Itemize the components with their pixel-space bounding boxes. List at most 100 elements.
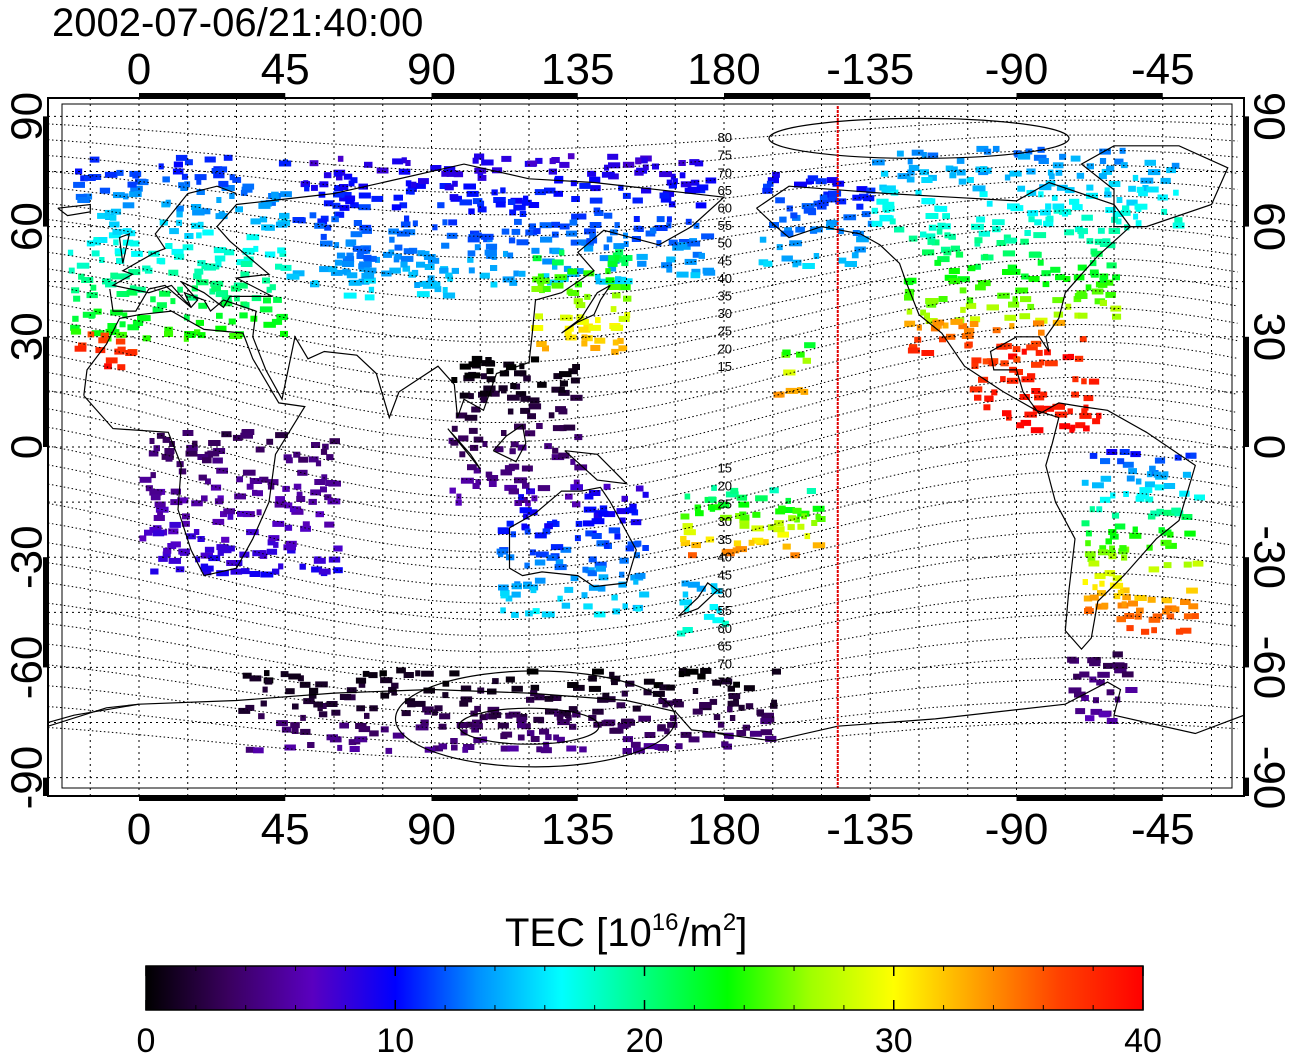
tec-cell (221, 295, 232, 302)
tec-cell (604, 164, 610, 171)
tec-cell (785, 497, 791, 504)
tec-cell (487, 475, 499, 481)
tec-cell (894, 226, 905, 233)
tec-cell (636, 253, 648, 260)
tec-cell (1017, 185, 1026, 192)
tec-cell (486, 376, 496, 383)
tec-cell (689, 159, 700, 166)
tec-cell (1126, 199, 1138, 206)
tec-cell (806, 488, 816, 494)
tec-cell (165, 243, 173, 249)
tec-cell (239, 282, 248, 289)
tec-cell (513, 270, 519, 277)
tec-cell (460, 685, 472, 692)
left-lat-label: 30 (3, 312, 52, 361)
tec-cell (980, 166, 988, 173)
tec-cell (211, 285, 221, 292)
tec-cell (558, 389, 570, 396)
tec-cell (570, 394, 583, 401)
tec-cell (500, 187, 506, 194)
tec-cell (1125, 687, 1138, 693)
tec-cell (666, 179, 673, 186)
tec-cell (75, 193, 87, 200)
tec-cell (642, 491, 649, 498)
top-lon-label: 0 (127, 45, 151, 94)
tec-cell (729, 693, 741, 700)
tec-cell (584, 228, 596, 235)
tec-cell (1123, 491, 1129, 497)
tec-cell (693, 222, 700, 229)
tec-cell (513, 383, 521, 390)
tec-cell (411, 181, 417, 188)
tec-cell (116, 331, 127, 338)
tec-cell (500, 590, 510, 596)
tec-cell (1055, 169, 1063, 176)
tec-cell (783, 369, 796, 376)
tec-cell (158, 163, 164, 170)
tec-cell (1009, 323, 1015, 330)
contour-label: 25 (718, 496, 732, 511)
inner-frame (61, 103, 1233, 789)
tec-cell (1174, 217, 1183, 224)
tec-cell (1074, 355, 1084, 362)
tec-cell (459, 392, 471, 399)
tec-cell (430, 165, 442, 171)
tec-cell (622, 603, 628, 610)
tec-cell (530, 587, 537, 594)
tec-cell (422, 282, 435, 289)
tec-cell (510, 441, 519, 448)
tec-cell (575, 520, 583, 527)
tec-cell (1024, 230, 1031, 236)
tec-cell (967, 265, 976, 272)
tec-cell (544, 187, 556, 194)
tec-cell (91, 330, 105, 337)
tec-cell (105, 328, 113, 335)
tec-cell (181, 520, 190, 527)
tec-cell (215, 291, 227, 298)
colorbar-tick-label: 40 (1124, 1022, 1162, 1057)
tec-cell (582, 566, 589, 573)
tec-cell (883, 206, 890, 213)
tec-cell (467, 250, 476, 257)
tec-cell (358, 681, 366, 688)
tec-cell (216, 312, 223, 319)
tec-cell (292, 270, 305, 277)
tec-cell (956, 169, 966, 176)
tec-cell (394, 244, 403, 251)
tec-cell (264, 670, 270, 677)
tec-cell (241, 186, 253, 193)
tec-cell (555, 559, 564, 566)
tec-cell (278, 160, 292, 167)
tec-cell (412, 220, 418, 227)
tec-cell (756, 709, 764, 716)
tec-cell (1099, 276, 1107, 283)
tec-cell (564, 330, 572, 337)
tec-cell (665, 700, 673, 707)
tec-cell (1104, 570, 1115, 577)
tec-cell (334, 185, 344, 192)
tec-cell (263, 297, 271, 304)
tec-cell (194, 174, 207, 181)
tec-cell (122, 239, 134, 246)
contour-label: 20 (718, 479, 732, 494)
tec-cell (1070, 155, 1081, 162)
tec-cell (1180, 627, 1192, 634)
tec-cell (1024, 411, 1037, 418)
tec-cell (1166, 531, 1174, 538)
tec-cell (907, 277, 917, 284)
tec-cell (212, 518, 225, 525)
coastline (48, 688, 725, 735)
tec-cell (479, 714, 488, 721)
tec-cell (524, 528, 531, 535)
tec-cell (570, 458, 576, 465)
tec-cell (603, 212, 613, 219)
tec-cell (362, 670, 370, 677)
tec-cell (137, 179, 149, 186)
tec-cell (259, 476, 269, 483)
tec-cell (364, 277, 376, 284)
magnetic-contour (48, 490, 1238, 588)
tec-cell (348, 739, 357, 746)
tec-cell (1126, 475, 1135, 482)
tec-cell (826, 219, 839, 226)
contour-label: 35 (718, 532, 732, 547)
